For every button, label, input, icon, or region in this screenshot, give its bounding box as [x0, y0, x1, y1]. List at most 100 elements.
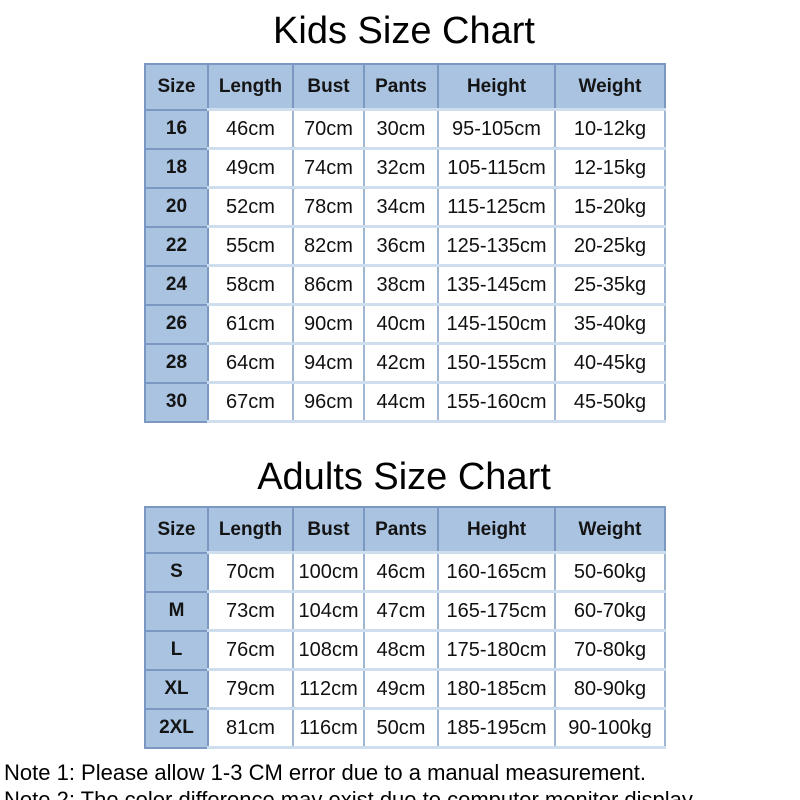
data-cell: 104cm	[292, 590, 365, 632]
table-row: 30 67cm 96cm 44cm 155-160cm 45-50kg	[144, 381, 666, 423]
column-header-height: Height	[437, 63, 556, 111]
size-cell: M	[144, 590, 209, 632]
data-cell: 160-165cm	[437, 551, 556, 593]
data-cell: 45-50kg	[554, 381, 666, 423]
table-row: 18 49cm 74cm 32cm 105-115cm 12-15kg	[144, 147, 666, 189]
data-cell: 81cm	[207, 707, 294, 749]
table-row: L 76cm 108cm 48cm 175-180cm 70-80kg	[144, 629, 666, 671]
data-cell: 34cm	[363, 186, 439, 228]
size-cell: S	[144, 551, 209, 593]
data-cell: 90cm	[292, 303, 365, 345]
data-cell: 73cm	[207, 590, 294, 632]
column-header-length: Length	[207, 63, 294, 111]
data-cell: 50cm	[363, 707, 439, 749]
data-cell: 42cm	[363, 342, 439, 384]
data-cell: 96cm	[292, 381, 365, 423]
data-cell: 78cm	[292, 186, 365, 228]
data-cell: 36cm	[363, 225, 439, 267]
data-cell: 76cm	[207, 629, 294, 671]
data-cell: 90-100kg	[554, 707, 666, 749]
data-cell: 67cm	[207, 381, 294, 423]
kids-chart-title: Kids Size Chart	[273, 10, 535, 52]
data-cell: 185-195cm	[437, 707, 556, 749]
data-cell: 44cm	[363, 381, 439, 423]
data-cell: 40cm	[363, 303, 439, 345]
table-row: S 70cm 100cm 46cm 160-165cm 50-60kg	[144, 551, 666, 593]
data-cell: 15-20kg	[554, 186, 666, 228]
data-cell: 46cm	[363, 551, 439, 593]
data-cell: 116cm	[292, 707, 365, 749]
size-cell: 18	[144, 147, 209, 189]
column-header-weight: Weight	[554, 506, 666, 554]
table-row: 16 46cm 70cm 30cm 95-105cm 10-12kg	[144, 108, 666, 150]
data-cell: 58cm	[207, 264, 294, 306]
data-cell: 100cm	[292, 551, 365, 593]
data-cell: 70cm	[207, 551, 294, 593]
data-cell: 86cm	[292, 264, 365, 306]
data-cell: 150-155cm	[437, 342, 556, 384]
data-cell: 165-175cm	[437, 590, 556, 632]
size-cell: 2XL	[144, 707, 209, 749]
column-header-bust: Bust	[292, 63, 365, 111]
data-cell: 49cm	[207, 147, 294, 189]
data-cell: 70cm	[292, 108, 365, 150]
header-row: Size Length Bust Pants Height Weight	[144, 63, 666, 111]
data-cell: 48cm	[363, 629, 439, 671]
table-row: 20 52cm 78cm 34cm 115-125cm 15-20kg	[144, 186, 666, 228]
data-cell: 50-60kg	[554, 551, 666, 593]
column-header-length: Length	[207, 506, 294, 554]
data-cell: 61cm	[207, 303, 294, 345]
data-cell: 105-115cm	[437, 147, 556, 189]
data-cell: 10-12kg	[554, 108, 666, 150]
data-cell: 25-35kg	[554, 264, 666, 306]
data-cell: 40-45kg	[554, 342, 666, 384]
table-row: 2XL 81cm 116cm 50cm 185-195cm 90-100kg	[144, 707, 666, 749]
data-cell: 70-80kg	[554, 629, 666, 671]
data-cell: 20-25kg	[554, 225, 666, 267]
data-cell: 30cm	[363, 108, 439, 150]
size-cell: 16	[144, 108, 209, 150]
data-cell: 95-105cm	[437, 108, 556, 150]
data-cell: 64cm	[207, 342, 294, 384]
data-cell: 52cm	[207, 186, 294, 228]
data-cell: 55cm	[207, 225, 294, 267]
column-header-bust: Bust	[292, 506, 365, 554]
data-cell: 80-90kg	[554, 668, 666, 710]
adults-size-table: Size Length Bust Pants Height Weight S 70cm 100c…	[144, 506, 666, 749]
table-row: XL 79cm 112cm 49cm 180-185cm 80-90kg	[144, 668, 666, 710]
size-cell: 24	[144, 264, 209, 306]
table-row: 24 58cm 86cm 38cm 135-145cm 25-35kg	[144, 264, 666, 306]
data-cell: 180-185cm	[437, 668, 556, 710]
header-row: Size Length Bust Pants Height Weight	[144, 506, 666, 554]
size-cell: 30	[144, 381, 209, 423]
kids-size-table: Size Length Bust Pants Height Weight 16 46cm 70c…	[144, 63, 666, 423]
table-row: 26 61cm 90cm 40cm 145-150cm 35-40kg	[144, 303, 666, 345]
data-cell: 35-40kg	[554, 303, 666, 345]
notes-section: Note 1: Please allow 1-3 CM error due to…	[4, 759, 800, 800]
size-cell: XL	[144, 668, 209, 710]
column-header-pants: Pants	[363, 63, 439, 111]
data-cell: 112cm	[292, 668, 365, 710]
data-cell: 155-160cm	[437, 381, 556, 423]
size-cell: 22	[144, 225, 209, 267]
column-header-size: Size	[144, 63, 209, 111]
data-cell: 60-70kg	[554, 590, 666, 632]
adults-chart-title: Adults Size Chart	[257, 456, 551, 498]
data-cell: 32cm	[363, 147, 439, 189]
column-header-pants: Pants	[363, 506, 439, 554]
data-cell: 94cm	[292, 342, 365, 384]
column-header-height: Height	[437, 506, 556, 554]
table-row: 22 55cm 82cm 36cm 125-135cm 20-25kg	[144, 225, 666, 267]
data-cell: 74cm	[292, 147, 365, 189]
data-cell: 115-125cm	[437, 186, 556, 228]
note-line-1: Note 1: Please allow 1-3 CM error due to…	[4, 760, 646, 785]
data-cell: 46cm	[207, 108, 294, 150]
note-line-2: Note 2: The color difference may exist d…	[4, 787, 698, 800]
size-cell: 26	[144, 303, 209, 345]
data-cell: 38cm	[363, 264, 439, 306]
size-cell: 20	[144, 186, 209, 228]
data-cell: 12-15kg	[554, 147, 666, 189]
data-cell: 135-145cm	[437, 264, 556, 306]
size-cell: 28	[144, 342, 209, 384]
